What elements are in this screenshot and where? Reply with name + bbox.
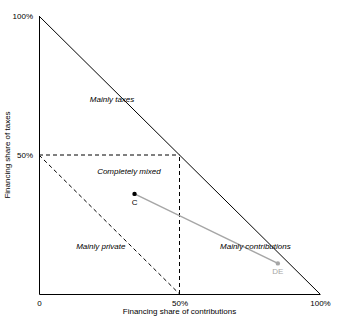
region-label: Completely mixed <box>97 167 161 176</box>
y-tick: 100% <box>13 12 39 21</box>
region-divider <box>39 155 180 294</box>
dividers <box>39 155 180 294</box>
x-axis-title: Financing share of contributions <box>123 307 236 316</box>
plot: 0 50% 100% 50% 100% C DE Mainly taxes Completely… <box>13 12 331 308</box>
x-axis: 0 50% 100% <box>37 294 330 308</box>
x-axis-line <box>40 294 321 295</box>
x-tick: 50% <box>172 294 188 308</box>
y-tick: 50% <box>17 151 39 160</box>
x-tick-label: 0 <box>37 299 42 308</box>
y-tick-label: 50% <box>17 151 33 160</box>
data <box>132 192 280 266</box>
region-label: Mainly contributions <box>220 242 291 251</box>
x-tick: 100% <box>310 294 330 308</box>
triangle-edge <box>39 16 320 294</box>
y-axis-title: Financing share of taxes <box>3 111 12 198</box>
point-label: C <box>132 198 138 207</box>
chart: 0 50% 100% 50% 100% C DE Mainly taxes Completely… <box>0 0 341 318</box>
series-line <box>135 194 278 263</box>
region-divider <box>39 155 180 156</box>
y-axis: 50% 100% <box>13 12 40 294</box>
point-labels: C DE <box>132 198 284 277</box>
x-tick: 0 <box>37 294 42 308</box>
annotations: Mainly taxes Completely mixed Mainly priva… <box>76 95 291 251</box>
point <box>276 261 280 265</box>
y-tick-label: 100% <box>13 12 33 21</box>
point <box>132 192 136 196</box>
point-label: DE <box>272 267 283 276</box>
region-divider <box>179 155 180 294</box>
x-tick-label: 100% <box>310 299 330 308</box>
region-label: Mainly taxes <box>90 95 134 104</box>
region-label: Mainly private <box>76 242 126 251</box>
